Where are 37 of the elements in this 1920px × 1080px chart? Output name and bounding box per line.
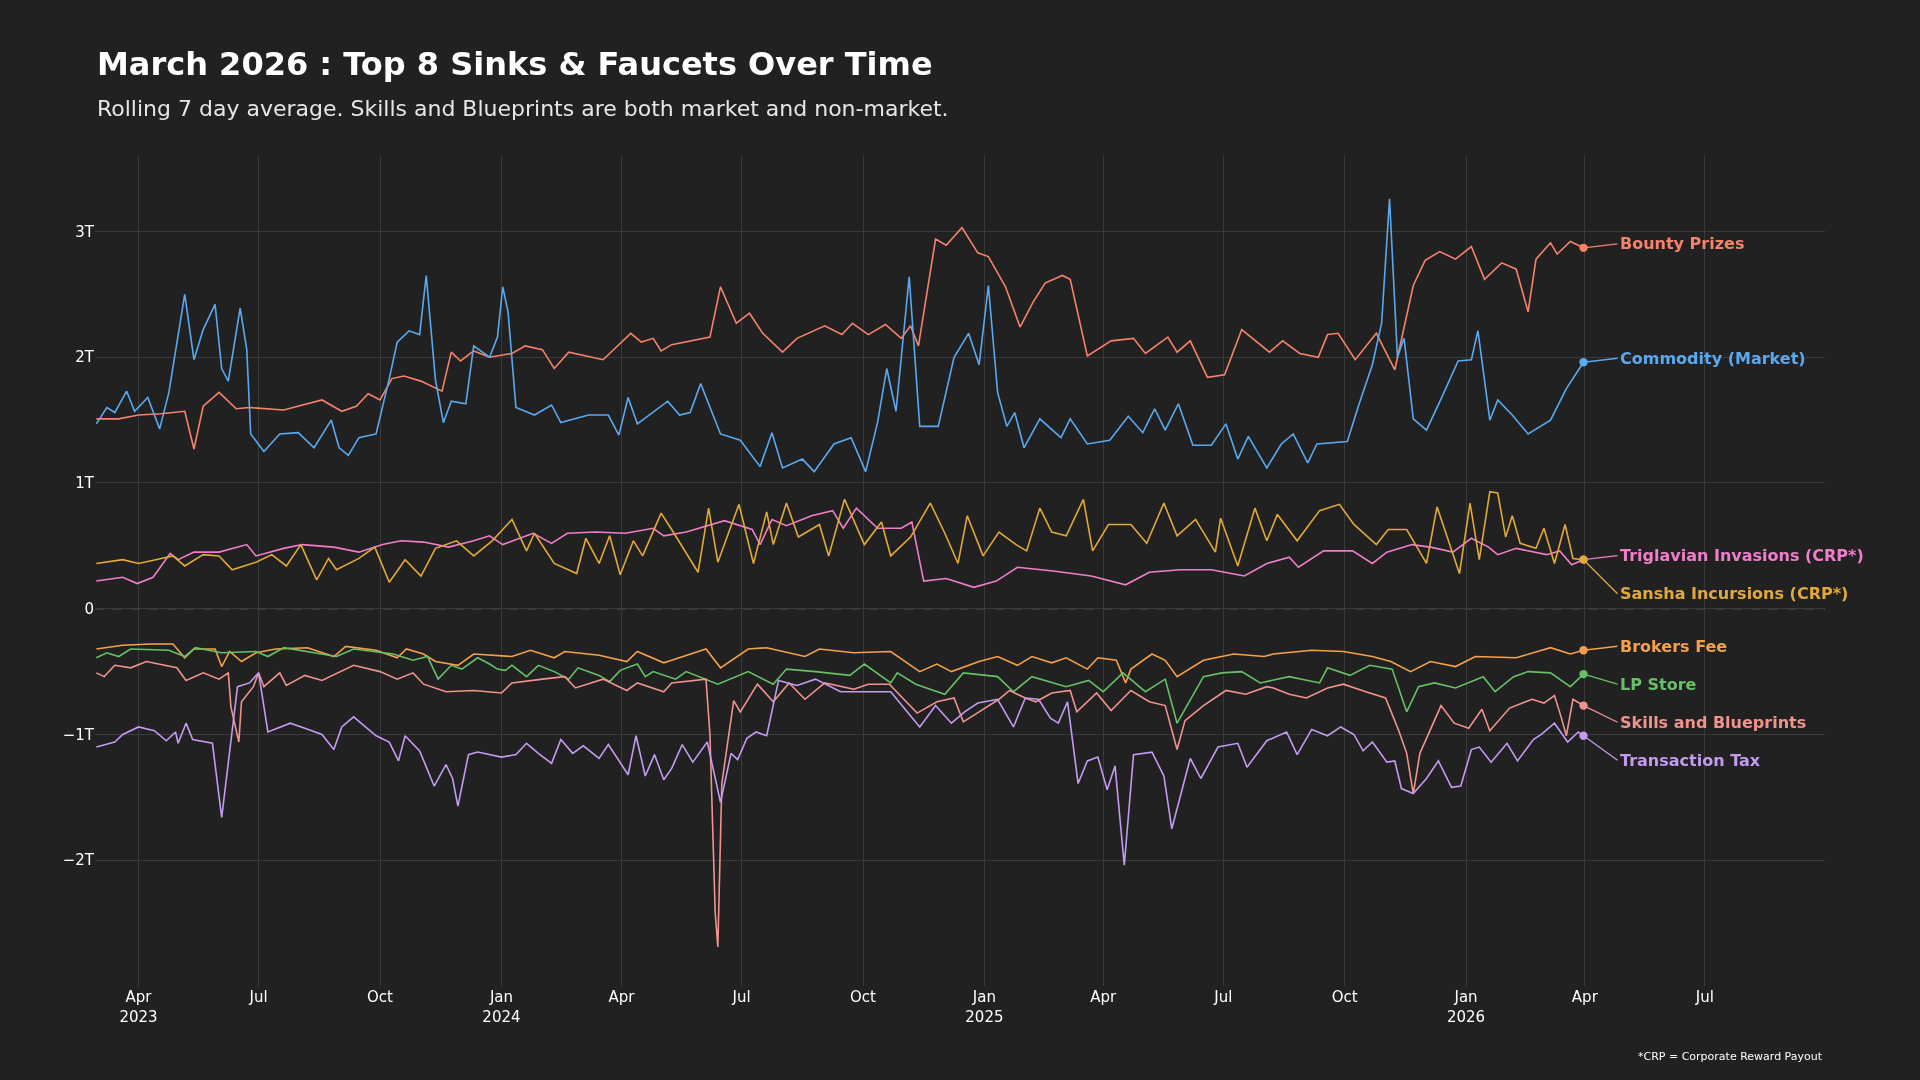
point: [1579, 243, 1588, 252]
x-tick-label: Apr: [608, 988, 636, 1006]
y-tick-label: −2T: [62, 851, 95, 870]
y-tick-label: 2T: [75, 348, 95, 367]
x-tick-label: Jul: [731, 988, 751, 1006]
x-tick-label: Apr: [1571, 988, 1599, 1006]
point: [1579, 646, 1588, 655]
legend-label: Skills and Blueprints: [1620, 713, 1807, 732]
x-tick-label: Apr: [1090, 988, 1117, 1006]
legend-label: Brokers Fee: [1620, 637, 1728, 656]
x-tick-label: Apr 2023: [119, 988, 158, 1026]
y-tick-label: 0: [84, 599, 94, 618]
x-tick-label: Jul: [1694, 988, 1714, 1006]
point: [1579, 701, 1588, 710]
x-tick-label: Oct: [850, 988, 877, 1006]
point: [1579, 731, 1588, 740]
x-tick-label: Jan 2026: [1446, 988, 1486, 1026]
legend-label: Triglavian Invasions (CRP*): [1620, 546, 1864, 565]
legend-label: LP Store: [1620, 675, 1697, 694]
y-tick-label: 3T: [75, 222, 95, 241]
x-tick-label: Oct: [367, 988, 394, 1006]
x-tick-label: Jul: [1213, 988, 1233, 1006]
text: Sansha Incursions (CRP*): [1620, 584, 1849, 603]
x-tick-label: Jul: [248, 988, 268, 1006]
point: [1579, 669, 1588, 679]
x-tick-label: Oct: [1331, 988, 1358, 1006]
x-tick-label: Jan 2024: [482, 988, 521, 1026]
point: [1579, 358, 1588, 367]
text: Transaction Tax: [1620, 751, 1761, 770]
y-tick-label: 1T: [75, 474, 95, 493]
x-tick-label: Jan 2025: [965, 988, 1004, 1026]
text: *CRP = Corporate Reward Payout: [1638, 1050, 1823, 1063]
y-tick-label: −1T: [62, 725, 95, 744]
legend-label: Commodity (Market): [1620, 349, 1806, 368]
chart-title: March 2026 : Top 8 Sinks & Faucets Over Time: [97, 45, 933, 83]
legend-label: Bounty Prizes: [1620, 234, 1745, 253]
chart-subtitle: Rolling 7 day average. Skills and Blueprints are both market and non-market.: [97, 96, 949, 121]
